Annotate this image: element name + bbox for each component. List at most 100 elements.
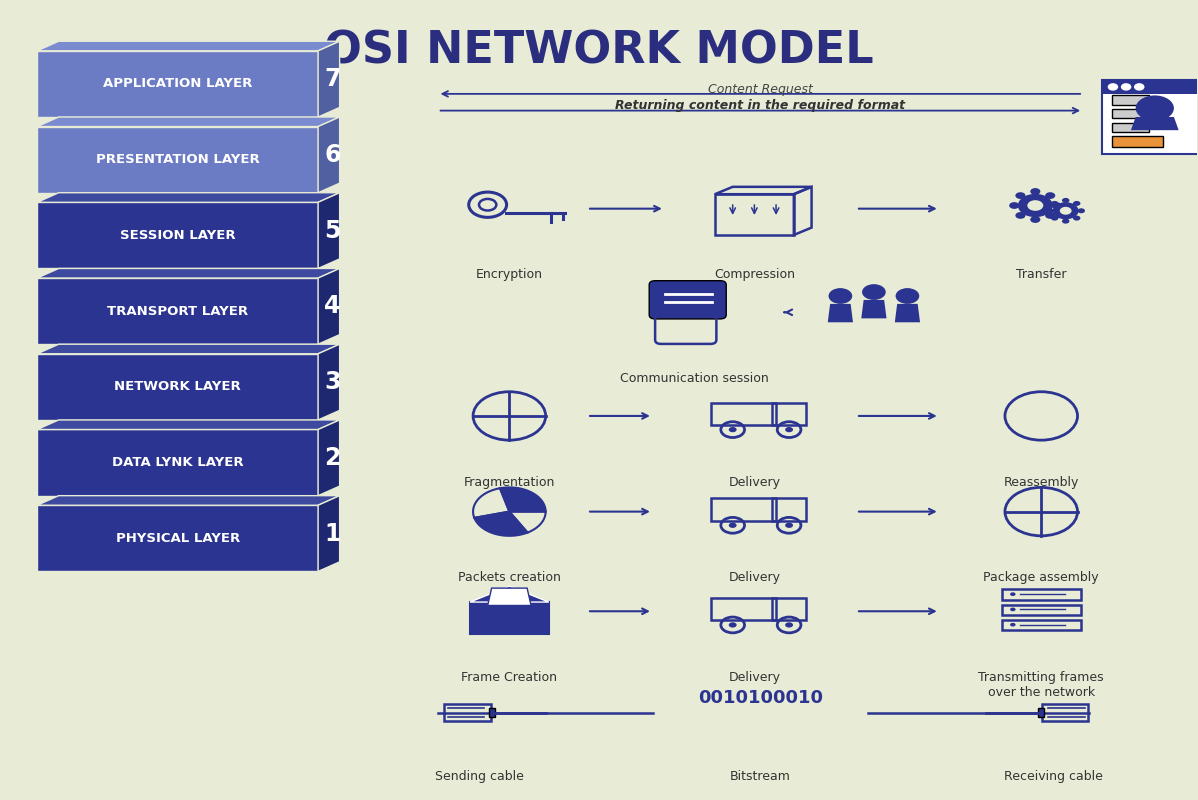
Text: Returning content in the required format: Returning content in the required format [616, 99, 906, 112]
Polygon shape [37, 496, 340, 506]
Circle shape [1136, 95, 1174, 121]
Circle shape [1108, 84, 1118, 90]
Circle shape [1016, 192, 1025, 199]
FancyBboxPatch shape [1112, 123, 1149, 132]
FancyBboxPatch shape [1102, 80, 1198, 154]
Polygon shape [500, 487, 545, 512]
Circle shape [1010, 623, 1016, 626]
Circle shape [728, 622, 737, 627]
Circle shape [896, 288, 919, 304]
Text: TRANSPORT LAYER: TRANSPORT LAYER [107, 305, 248, 318]
FancyBboxPatch shape [1112, 95, 1149, 105]
Polygon shape [37, 344, 340, 354]
Circle shape [1028, 200, 1043, 211]
Circle shape [1018, 194, 1053, 217]
Text: 6: 6 [325, 143, 340, 167]
Circle shape [785, 427, 793, 432]
Circle shape [1060, 207, 1071, 214]
Circle shape [785, 622, 793, 627]
Polygon shape [470, 602, 549, 634]
Text: Communication session: Communication session [621, 372, 769, 385]
Text: 4: 4 [325, 294, 340, 318]
Polygon shape [37, 193, 340, 202]
Circle shape [1073, 201, 1081, 206]
Text: Transfer: Transfer [1016, 269, 1066, 282]
Circle shape [728, 427, 737, 432]
Text: Bitstream: Bitstream [730, 770, 791, 783]
Polygon shape [37, 354, 319, 420]
Text: PHYSICAL LAYER: PHYSICAL LAYER [115, 532, 240, 545]
Polygon shape [37, 430, 319, 496]
Text: 1: 1 [325, 522, 340, 546]
Polygon shape [37, 51, 319, 117]
FancyBboxPatch shape [1037, 708, 1043, 717]
Polygon shape [37, 269, 340, 278]
Text: Content Request: Content Request [708, 82, 812, 95]
Text: 5: 5 [325, 218, 340, 242]
FancyBboxPatch shape [489, 708, 495, 717]
Circle shape [728, 522, 737, 528]
Polygon shape [319, 344, 340, 420]
Polygon shape [474, 512, 527, 536]
Circle shape [1010, 607, 1016, 611]
Polygon shape [37, 42, 340, 51]
Text: Delivery: Delivery [728, 671, 780, 684]
Text: Fragmentation: Fragmentation [464, 476, 555, 489]
Circle shape [1016, 212, 1025, 219]
Text: Reassembly: Reassembly [1004, 476, 1079, 489]
Text: Encryption: Encryption [476, 269, 543, 282]
FancyBboxPatch shape [649, 281, 726, 319]
Circle shape [1009, 202, 1019, 209]
Polygon shape [319, 117, 340, 193]
Text: 0010100010: 0010100010 [698, 689, 823, 707]
Polygon shape [37, 202, 319, 269]
Text: Delivery: Delivery [728, 476, 780, 489]
Polygon shape [861, 300, 887, 318]
Text: 3: 3 [325, 370, 340, 394]
Polygon shape [1102, 80, 1198, 94]
Circle shape [1046, 208, 1054, 214]
Circle shape [1073, 216, 1081, 221]
Circle shape [1010, 592, 1016, 596]
Text: 2: 2 [325, 446, 340, 470]
Text: Frame Creation: Frame Creation [461, 671, 557, 684]
Polygon shape [37, 420, 340, 430]
Text: DATA LYNK LAYER: DATA LYNK LAYER [111, 456, 243, 469]
Circle shape [1045, 212, 1055, 219]
Text: Transmitting frames
over the network: Transmitting frames over the network [979, 671, 1105, 699]
Text: Sending cable: Sending cable [435, 770, 524, 783]
Polygon shape [319, 420, 340, 496]
Circle shape [863, 284, 885, 300]
Circle shape [1045, 192, 1055, 199]
Circle shape [1051, 216, 1059, 221]
Polygon shape [895, 304, 920, 322]
FancyBboxPatch shape [1112, 136, 1163, 147]
Circle shape [1052, 202, 1061, 209]
Circle shape [829, 288, 852, 304]
Polygon shape [470, 586, 549, 602]
Circle shape [1051, 201, 1059, 206]
Text: 7: 7 [325, 67, 340, 91]
FancyBboxPatch shape [1112, 109, 1149, 118]
Text: Packets creation: Packets creation [458, 571, 561, 585]
Text: Compression: Compression [714, 269, 795, 282]
Polygon shape [1131, 117, 1179, 130]
Polygon shape [488, 588, 531, 606]
Circle shape [1030, 188, 1040, 195]
Polygon shape [37, 506, 319, 571]
Text: PRESENTATION LAYER: PRESENTATION LAYER [96, 153, 260, 166]
Circle shape [1135, 84, 1144, 90]
Polygon shape [828, 304, 853, 322]
Polygon shape [37, 117, 340, 126]
Circle shape [1053, 202, 1078, 219]
Circle shape [1121, 84, 1131, 90]
Text: SESSION LAYER: SESSION LAYER [120, 229, 236, 242]
Circle shape [1061, 218, 1070, 224]
Circle shape [785, 522, 793, 528]
Text: Delivery: Delivery [728, 571, 780, 585]
Circle shape [1061, 198, 1070, 203]
Circle shape [1030, 216, 1040, 223]
Polygon shape [37, 278, 319, 344]
Polygon shape [37, 126, 319, 193]
Polygon shape [319, 496, 340, 571]
